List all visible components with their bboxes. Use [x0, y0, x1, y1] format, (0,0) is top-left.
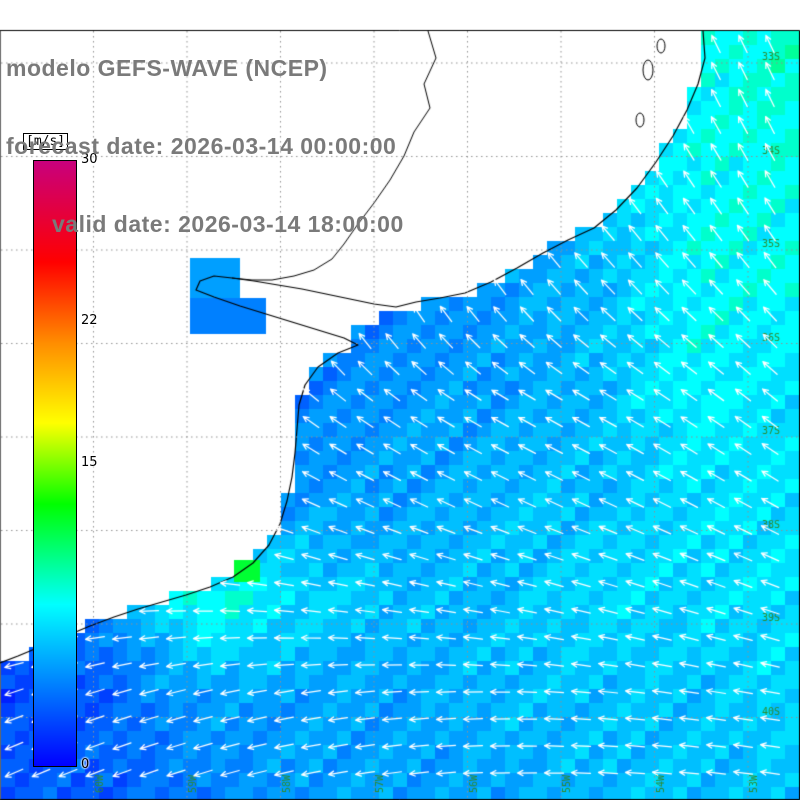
colorbar-tick-22: 22 — [81, 313, 98, 329]
colorbar-tick-0: 0 — [81, 757, 90, 772]
colorbar-units-label: [m/s] — [23, 133, 69, 150]
colorbar-tick-15: 15 — [81, 454, 98, 470]
model-title: modelo GEFS-WAVE (NCEP) — [6, 55, 328, 81]
forecast-date-line: forecast date: 2026-03-14 00:00:00 — [6, 133, 397, 159]
title-block: modelo GEFS-WAVE (NCEP) forecast date: 2… — [6, 3, 404, 263]
colorbar — [33, 160, 77, 767]
valid-date-line: valid date: 2026-03-14 18:00:00 — [52, 211, 404, 237]
colorbar-tick-30: 30 — [81, 152, 98, 167]
